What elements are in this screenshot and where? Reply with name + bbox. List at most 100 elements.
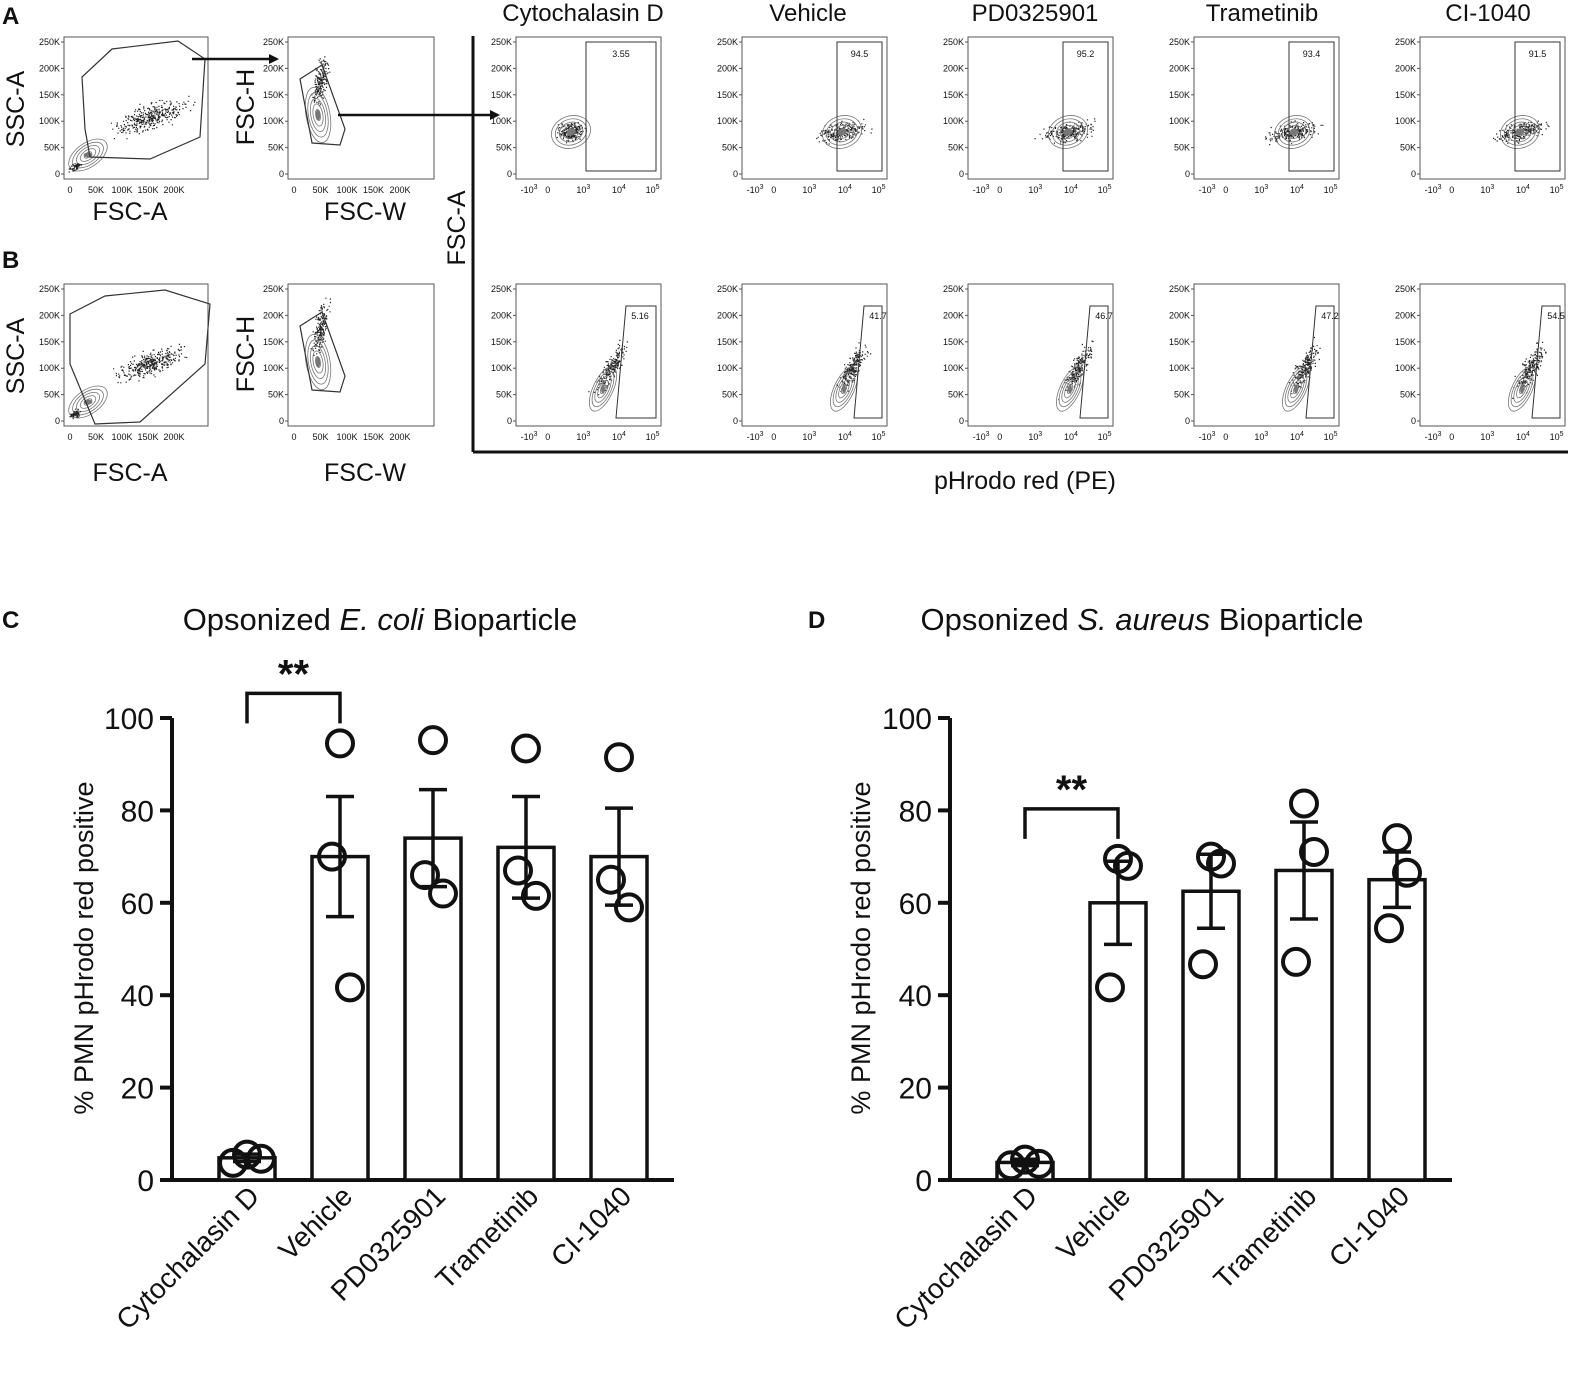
- y-tick-label: 0: [507, 169, 512, 179]
- y-tick-label: 0: [915, 1165, 932, 1198]
- density-contour: [1503, 118, 1537, 146]
- plot-frame: [63, 283, 209, 427]
- density-contour: [562, 124, 580, 140]
- plot-frame: [287, 36, 435, 180]
- x-tick-label: 100K: [111, 432, 132, 442]
- y-tick-label: 0: [733, 169, 738, 179]
- density-contour: [1511, 124, 1529, 140]
- y-tick-label: 50K: [268, 143, 284, 153]
- y-tick-label: 250K: [1395, 284, 1416, 294]
- x-tick-label: 104: [612, 184, 626, 195]
- y-tick-label: 0: [55, 416, 60, 426]
- gate-percent: 47.2: [1321, 311, 1339, 321]
- plot-frame: [741, 283, 888, 427]
- y-tick-label: 200K: [263, 310, 284, 320]
- x-tick-label: 105: [1324, 184, 1338, 195]
- data-point: [1113, 850, 1143, 881]
- gate-box: [1514, 41, 1561, 172]
- y-tick-label: 50K: [44, 143, 60, 153]
- x-tick-label: 104: [838, 431, 852, 442]
- gate-percent: 54.5: [1547, 311, 1565, 321]
- density-contour: [551, 115, 591, 149]
- x-axis-title: FSC-A: [93, 459, 168, 487]
- x-tick-label: 150K: [363, 185, 384, 195]
- flow-x-axis-title: pHrodo red (PE): [934, 467, 1116, 495]
- y-axis-label: % PMN pHrodo red positive: [846, 781, 876, 1114]
- x-tick-label: 105: [872, 184, 886, 195]
- y-tick-label: 50K: [496, 390, 512, 400]
- density-contour: [309, 98, 327, 132]
- y-tick-label: 250K: [39, 284, 60, 294]
- gate-percent: 91.5: [1529, 49, 1547, 59]
- data-point: [232, 1139, 262, 1170]
- y-tick-label: 250K: [943, 284, 964, 294]
- y-tick-label: 0: [959, 169, 964, 179]
- x-tick-label: 0: [1223, 432, 1228, 442]
- x-tick-label: -103: [747, 431, 764, 442]
- y-tick-label: 150K: [943, 337, 964, 347]
- y-tick-label: 50K: [722, 390, 738, 400]
- x-tick-label: 105: [1550, 184, 1564, 195]
- y-tick-label: 100K: [263, 363, 284, 373]
- y-tick-label: 0: [137, 1165, 154, 1198]
- density-contour: [304, 333, 332, 391]
- x-tick-label: 103: [1028, 184, 1042, 195]
- y-tick-label: 80: [121, 795, 154, 828]
- category-label: Cytochalasin D: [110, 1180, 265, 1335]
- data-point: [503, 855, 533, 886]
- density-contour: [591, 370, 615, 408]
- event-dots: [68, 163, 83, 173]
- x-tick-label: 150K: [137, 185, 158, 195]
- singlet-gate: [299, 311, 346, 393]
- x-tick-label: 104: [1064, 431, 1078, 442]
- x-tick-label: 0: [997, 185, 1002, 195]
- y-axis-title: SSC-A: [2, 317, 30, 394]
- y-tick-label: 60: [899, 888, 932, 921]
- x-tick-label: 0: [545, 432, 550, 442]
- condition-headers: Cytochalasin D Vehicle PD0325901 Trameti…: [502, 0, 1530, 27]
- density-contour: [829, 121, 855, 143]
- panel-letter-c: C: [2, 607, 19, 634]
- density-contour: [833, 124, 851, 140]
- y-axis-title: FSC-H: [232, 69, 260, 145]
- plot-frame: [1193, 36, 1340, 180]
- density-contour: [558, 121, 584, 143]
- flow-plot: 250K 200K 150K 100K 50K 0 -103 0 103 104 105 94.5: [717, 36, 888, 195]
- density-contour: [1290, 379, 1302, 399]
- density-contour: [312, 103, 324, 127]
- y-tick-label: 150K: [491, 90, 512, 100]
- density-core: [601, 384, 605, 394]
- y-tick-label: 200K: [1169, 310, 1190, 320]
- y-tick-label: 50K: [1400, 143, 1416, 153]
- flow-plot: 250K 200K 150K 100K 50K 0 -103 0 103 104 105 5.16: [491, 283, 662, 442]
- y-tick-label: 80: [899, 795, 932, 828]
- y-tick-label: 0: [1185, 416, 1190, 426]
- y-tick-label: 150K: [717, 90, 738, 100]
- y-tick-label: 100K: [1395, 116, 1416, 126]
- panel-letter-a: A: [2, 3, 19, 30]
- data-point: [1299, 836, 1329, 867]
- y-tick-label: 200K: [717, 310, 738, 320]
- x-tick-label: 200K: [389, 185, 410, 195]
- plot-frame: [287, 283, 435, 427]
- y-tick-label: 0: [507, 416, 512, 426]
- y-tick-label: 0: [1411, 416, 1416, 426]
- significance-label: **: [1056, 768, 1088, 812]
- x-tick-label: 105: [1550, 431, 1564, 442]
- y-tick-label: 50K: [268, 390, 284, 400]
- y-tick-label: 250K: [943, 37, 964, 47]
- gate-percent: 93.4: [1303, 49, 1321, 59]
- data-point: [246, 1143, 276, 1174]
- flow-plot: 250K 200K 150K 100K 50K 0 -103 0 103 104 105 54.5: [1395, 283, 1566, 442]
- y-tick-label: 150K: [1169, 337, 1190, 347]
- y-tick-label: 200K: [39, 310, 60, 320]
- flow-plot: 250K 200K 150K 100K 50K 0 -103 0 103 104 105 46.7: [943, 283, 1114, 442]
- gate-percent: 46.7: [1095, 311, 1113, 321]
- x-tick-label: 103: [802, 431, 816, 442]
- condition-header: Vehicle: [769, 0, 846, 27]
- y-tick-label: 50K: [722, 143, 738, 153]
- x-tick-label: 103: [802, 184, 816, 195]
- data-point: [521, 880, 551, 911]
- category-label: Trametinib: [1208, 1180, 1323, 1295]
